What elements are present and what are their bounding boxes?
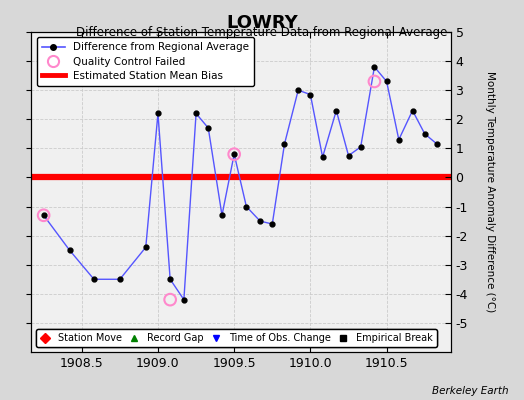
Text: LOWRY: LOWRY: [226, 14, 298, 32]
Y-axis label: Monthly Temperature Anomaly Difference (°C): Monthly Temperature Anomaly Difference (…: [485, 71, 495, 313]
Text: Difference of Station Temperature Data from Regional Average: Difference of Station Temperature Data f…: [77, 26, 447, 39]
Legend: Station Move, Record Gap, Time of Obs. Change, Empirical Break: Station Move, Record Gap, Time of Obs. C…: [36, 329, 436, 347]
Point: [39, 212, 48, 218]
Point: [166, 296, 174, 303]
Text: Berkeley Earth: Berkeley Earth: [432, 386, 508, 396]
Point: [370, 78, 379, 85]
Point: [230, 151, 238, 157]
